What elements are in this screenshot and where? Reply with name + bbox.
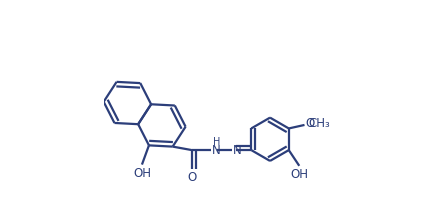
Text: H: H: [213, 137, 220, 147]
Text: OH: OH: [290, 168, 308, 181]
Text: CH₃: CH₃: [308, 117, 330, 130]
Text: N: N: [212, 144, 221, 157]
Text: OH: OH: [133, 167, 151, 180]
Text: O: O: [187, 171, 197, 184]
Text: N: N: [233, 144, 241, 157]
Text: O: O: [306, 117, 315, 130]
